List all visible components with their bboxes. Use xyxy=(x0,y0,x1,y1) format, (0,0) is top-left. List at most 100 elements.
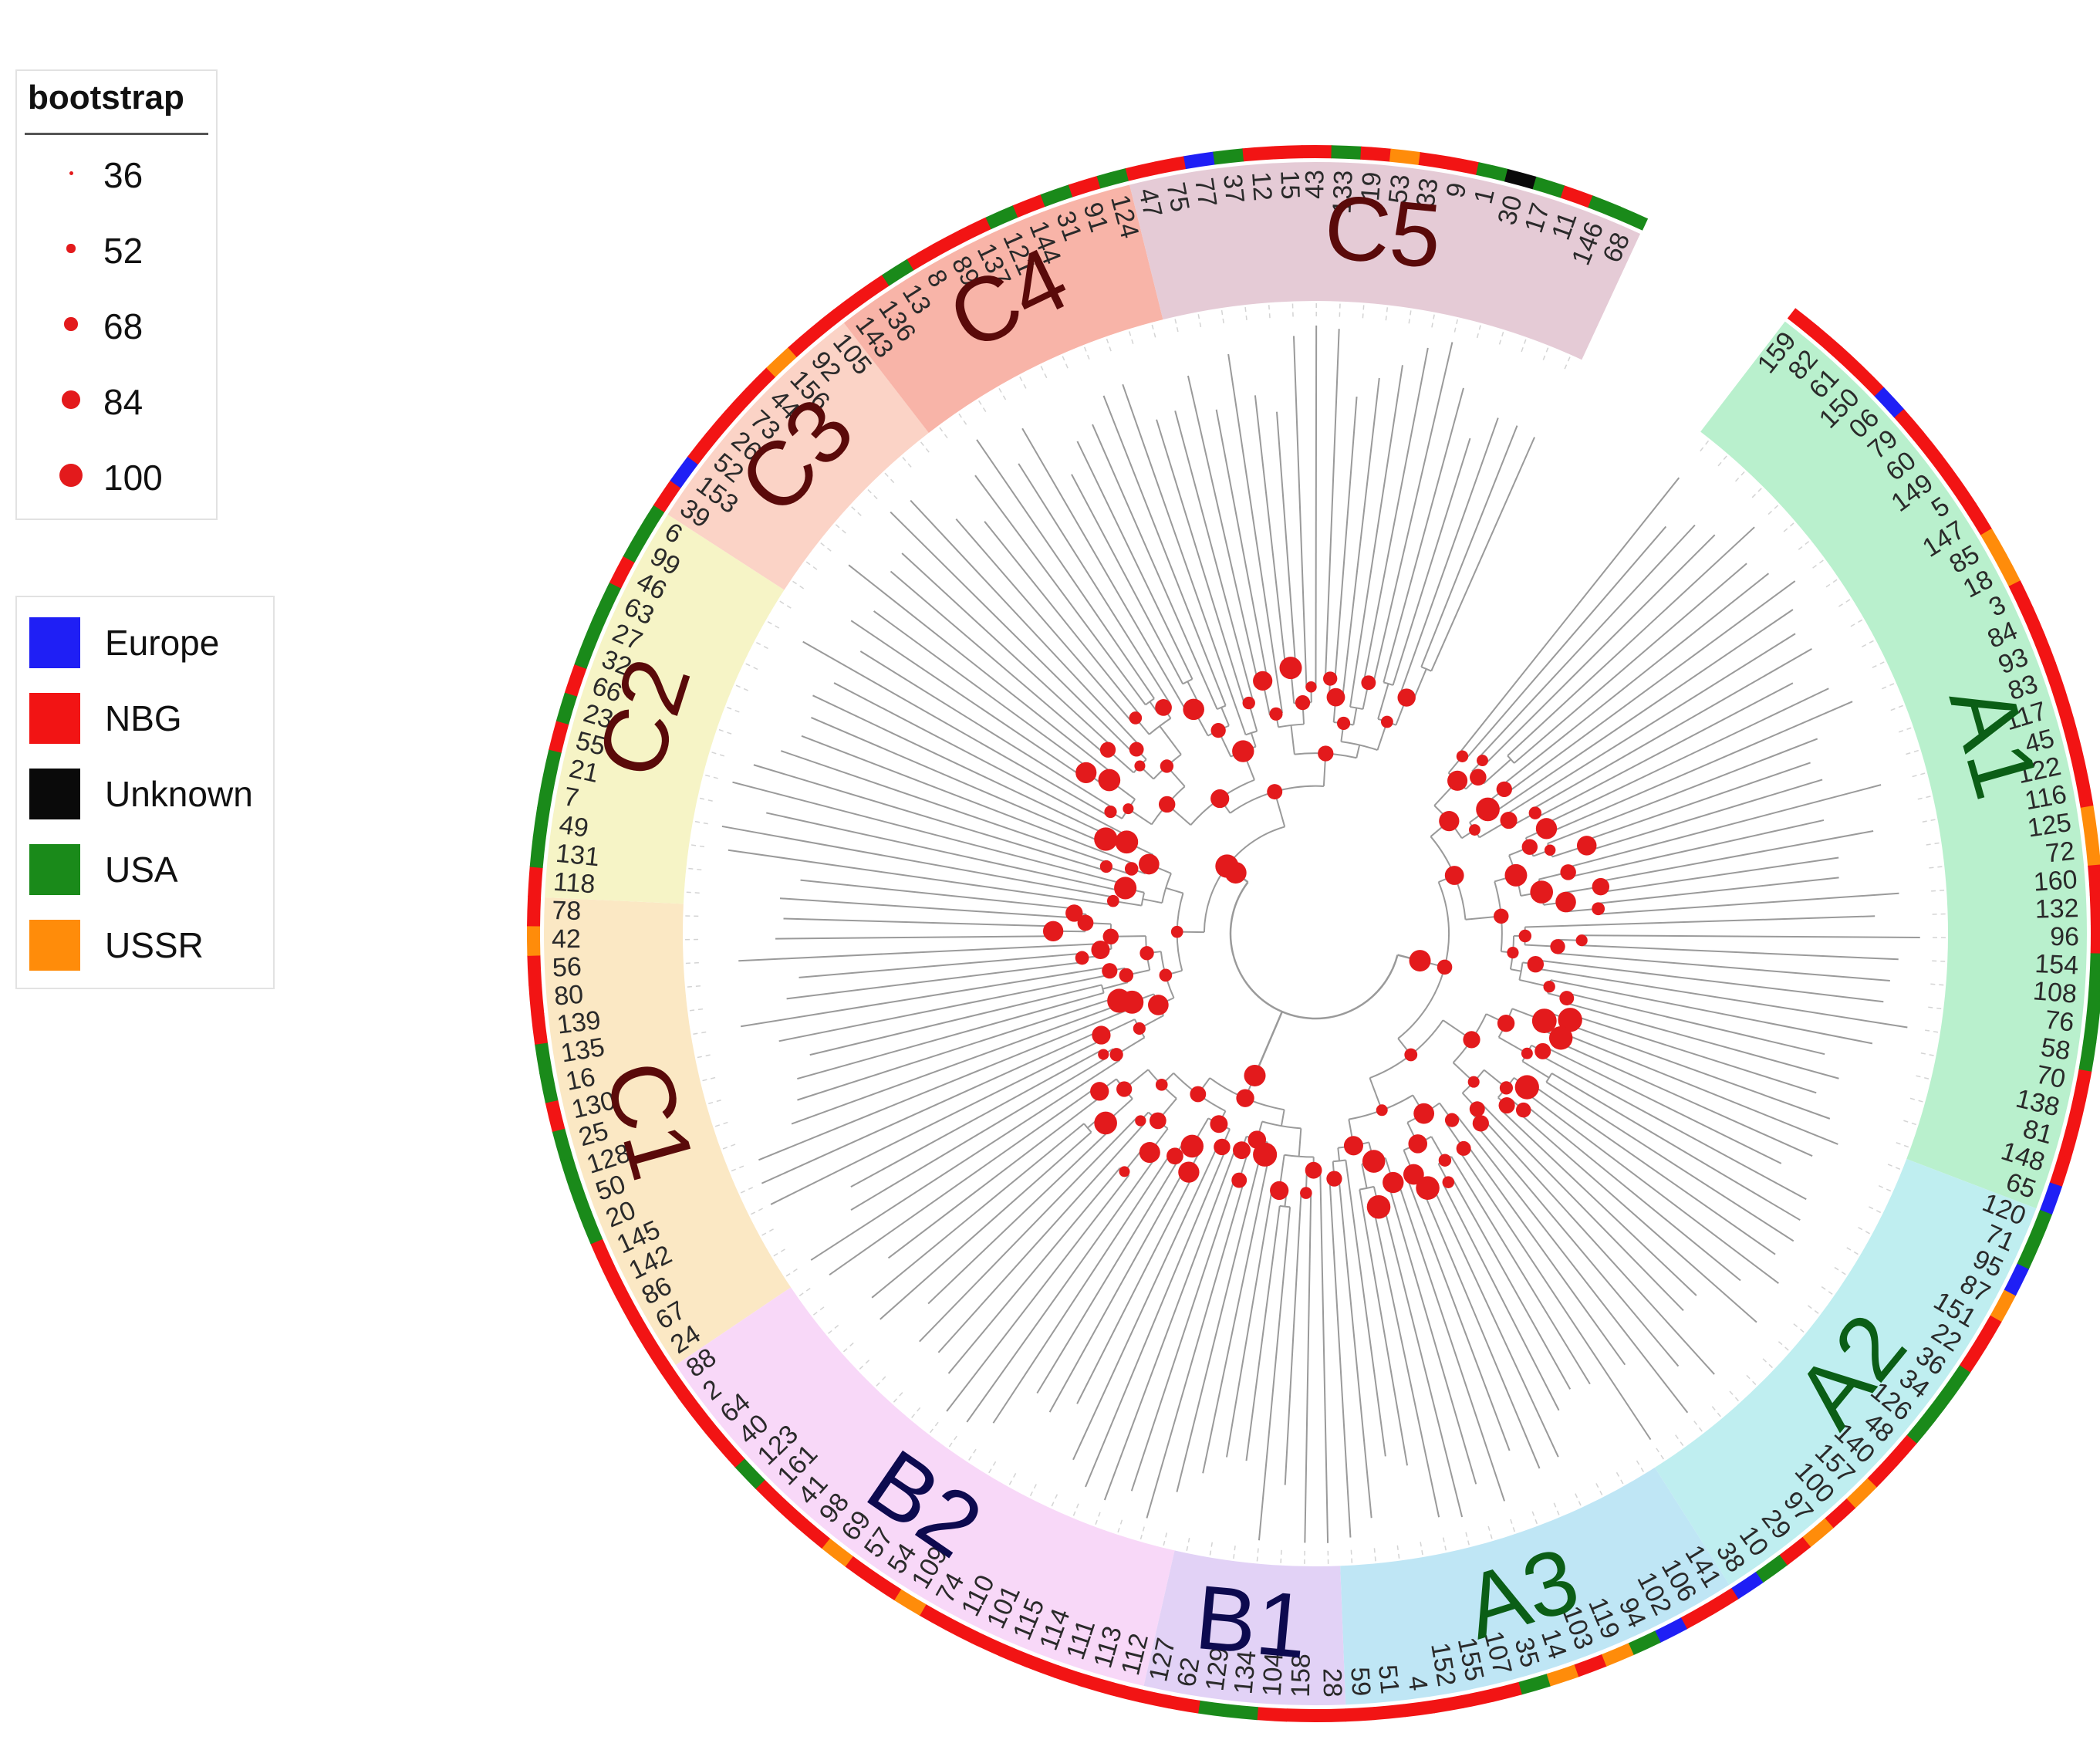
guide-line xyxy=(738,1187,754,1194)
branch xyxy=(1345,1160,1386,1457)
origin-cell xyxy=(1801,1518,1834,1548)
leaf-label: 134 xyxy=(1229,1649,1262,1695)
branch xyxy=(1506,580,1796,794)
bootstrap-node xyxy=(1518,929,1532,943)
branch xyxy=(910,499,1141,747)
origin-cell xyxy=(1965,503,1993,536)
bootstrap-node xyxy=(1099,860,1113,873)
bootstrap-node xyxy=(1134,760,1146,772)
branch xyxy=(800,879,1075,910)
branch xyxy=(1422,1189,1541,1469)
branch xyxy=(1523,1090,1779,1284)
guide-line xyxy=(1061,353,1069,369)
guide-line xyxy=(1185,1537,1190,1553)
origin-cell xyxy=(1256,1707,1288,1722)
origin-cell xyxy=(766,346,798,377)
branch xyxy=(984,521,1140,715)
leaf-label: 96 xyxy=(2050,922,2079,951)
origin-cell xyxy=(1845,1478,1877,1509)
origin-cell xyxy=(776,1499,808,1530)
branch xyxy=(783,917,1054,927)
branch xyxy=(1187,375,1259,682)
bootstrap-node xyxy=(1116,1081,1133,1097)
leaf-label: 55 xyxy=(573,726,609,762)
guide-line xyxy=(706,1100,721,1105)
bootstrap-node xyxy=(1139,946,1154,961)
leaf-label: 76 xyxy=(2043,1005,2075,1038)
origin-cell xyxy=(603,1265,628,1299)
origin-cell xyxy=(1706,1588,1739,1615)
branch xyxy=(1484,534,1716,765)
guide-line xyxy=(1595,1483,1604,1498)
branch xyxy=(1254,1011,1283,1076)
branch xyxy=(811,717,1105,844)
origin-cell xyxy=(907,244,940,271)
origin-cell xyxy=(687,432,717,465)
origin-legend-label: Unknown xyxy=(105,774,253,814)
origin-cell xyxy=(845,1556,877,1584)
branch xyxy=(887,1094,1103,1259)
origin-cell xyxy=(971,1631,1004,1657)
guide-line xyxy=(1887,1164,1902,1171)
leaf-label: 160 xyxy=(2033,865,2078,897)
origin-cell xyxy=(623,529,650,563)
branch xyxy=(1338,1178,1372,1519)
branch xyxy=(976,439,1155,699)
origin-cell xyxy=(1040,184,1074,208)
bootstrap-node xyxy=(1326,1171,1342,1187)
guide-line xyxy=(1465,1532,1470,1548)
guide-line xyxy=(1906,748,1921,755)
origin-cell xyxy=(535,1042,553,1074)
branch-arc xyxy=(1279,1204,1291,1208)
origin-cell xyxy=(539,1070,559,1103)
origin-cell xyxy=(1096,167,1129,189)
guide-line xyxy=(883,471,895,484)
leaf-label: 37 xyxy=(1217,173,1250,205)
bootstrap-legend-label: 52 xyxy=(103,231,143,271)
origin-cell xyxy=(1082,1674,1115,1696)
guide-line xyxy=(716,728,732,735)
bootstrap-node xyxy=(1408,1134,1428,1154)
guide-line xyxy=(748,1208,763,1216)
origin-cell xyxy=(2085,835,2100,867)
origin-cell xyxy=(714,1436,745,1468)
leaf-label: 43 xyxy=(1300,170,1329,199)
branch xyxy=(1176,1153,1262,1492)
bootstrap-node xyxy=(1305,681,1317,693)
branch-arc xyxy=(1145,698,1155,706)
bootstrap-node xyxy=(1253,671,1273,691)
origin-cell xyxy=(706,410,736,442)
origin-cell xyxy=(545,1100,566,1133)
guide-line xyxy=(1675,1434,1686,1448)
branch xyxy=(829,1086,1097,1275)
branch xyxy=(1406,1177,1511,1451)
origin-cell xyxy=(1755,1555,1788,1583)
origin-cell xyxy=(1053,1665,1087,1688)
bootstrap-node xyxy=(1437,959,1453,975)
branch xyxy=(1315,325,1318,688)
bootstrap-node xyxy=(1470,769,1487,786)
branch xyxy=(873,610,1090,769)
origin-cell xyxy=(958,217,992,242)
guide-line xyxy=(683,915,699,917)
origin-cell xyxy=(821,1538,853,1567)
origin-legend-item: Europe xyxy=(17,613,273,674)
bootstrap-node xyxy=(1123,803,1134,815)
guide-line xyxy=(790,579,805,590)
bootstrap-node xyxy=(1305,1161,1322,1179)
branch xyxy=(850,1057,1106,1211)
bootstrap-node xyxy=(1521,839,1538,855)
guide-line xyxy=(919,440,930,453)
leaf-label: 118 xyxy=(552,867,596,899)
branch xyxy=(1529,1083,1776,1255)
branch xyxy=(848,564,1115,775)
branch xyxy=(1292,336,1308,688)
guide-line xyxy=(1858,1227,1872,1235)
guide-line xyxy=(1291,301,1294,317)
leaf-label: 4 xyxy=(1402,1674,1433,1693)
branch xyxy=(1443,1184,1560,1411)
guide-line xyxy=(733,684,748,691)
branch xyxy=(1540,1055,1807,1201)
guide-line xyxy=(866,487,878,500)
origin-cell xyxy=(1227,1704,1258,1721)
